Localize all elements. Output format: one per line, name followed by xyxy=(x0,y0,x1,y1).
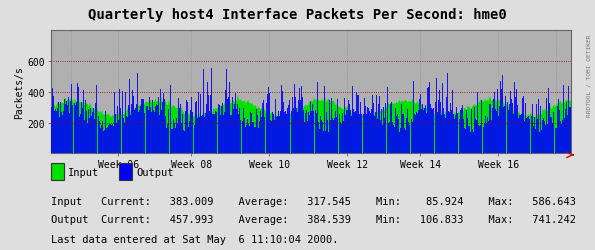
Text: Input   Current:   383.009    Average:   317.545    Min:    85.924    Max:   586: Input Current: 383.009 Average: 317.545 … xyxy=(51,196,575,206)
Text: Input: Input xyxy=(68,168,100,177)
Y-axis label: Packets/s: Packets/s xyxy=(15,66,24,119)
Text: Quarterly host4 Interface Packets Per Second: hme0: Quarterly host4 Interface Packets Per Se… xyxy=(88,8,507,22)
Text: RRDTOOL / TOBI OETIKER: RRDTOOL / TOBI OETIKER xyxy=(587,34,591,116)
Text: Output: Output xyxy=(137,168,174,177)
Text: Output  Current:   457.993    Average:   384.539    Min:   106.833    Max:   741: Output Current: 457.993 Average: 384.539… xyxy=(51,214,575,224)
Text: Last data entered at Sat May  6 11:10:04 2000.: Last data entered at Sat May 6 11:10:04 … xyxy=(51,234,338,244)
